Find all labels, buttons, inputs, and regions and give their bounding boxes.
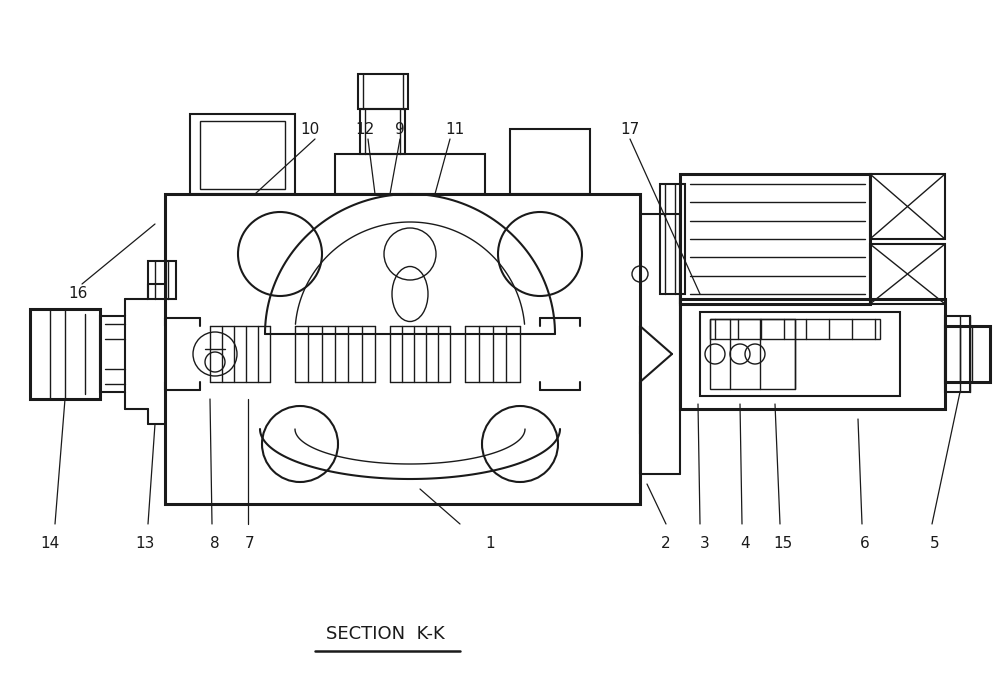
Bar: [660, 184, 685, 294]
Text: SECTION  K-K: SECTION K-K: [326, 625, 444, 643]
Text: 2: 2: [661, 536, 671, 551]
Bar: [30, 309, 100, 399]
Text: 4: 4: [740, 536, 750, 551]
Bar: [510, 129, 590, 194]
Text: 16: 16: [68, 287, 88, 302]
Text: 15: 15: [773, 536, 793, 551]
Text: 5: 5: [930, 536, 940, 551]
Bar: [200, 121, 285, 189]
Text: 13: 13: [135, 536, 155, 551]
Text: 8: 8: [210, 536, 220, 551]
Bar: [870, 244, 945, 304]
Bar: [335, 154, 485, 194]
Bar: [358, 74, 408, 109]
Bar: [680, 299, 945, 409]
Bar: [870, 174, 945, 239]
Text: 3: 3: [700, 536, 710, 551]
Bar: [710, 319, 795, 389]
Bar: [680, 174, 870, 304]
Text: 14: 14: [40, 536, 60, 551]
Text: 9: 9: [395, 122, 405, 137]
Bar: [700, 312, 900, 396]
Bar: [945, 326, 990, 382]
Text: 17: 17: [620, 122, 640, 137]
Text: 10: 10: [300, 122, 320, 137]
Bar: [710, 319, 880, 339]
Text: 11: 11: [445, 122, 465, 137]
Bar: [190, 114, 295, 194]
Text: 6: 6: [860, 536, 870, 551]
Bar: [360, 109, 405, 154]
Text: 7: 7: [245, 536, 255, 551]
Text: 12: 12: [355, 122, 375, 137]
Text: 1: 1: [485, 536, 495, 551]
Bar: [148, 261, 176, 299]
Bar: [165, 194, 640, 504]
Bar: [945, 316, 970, 392]
Bar: [100, 316, 125, 392]
